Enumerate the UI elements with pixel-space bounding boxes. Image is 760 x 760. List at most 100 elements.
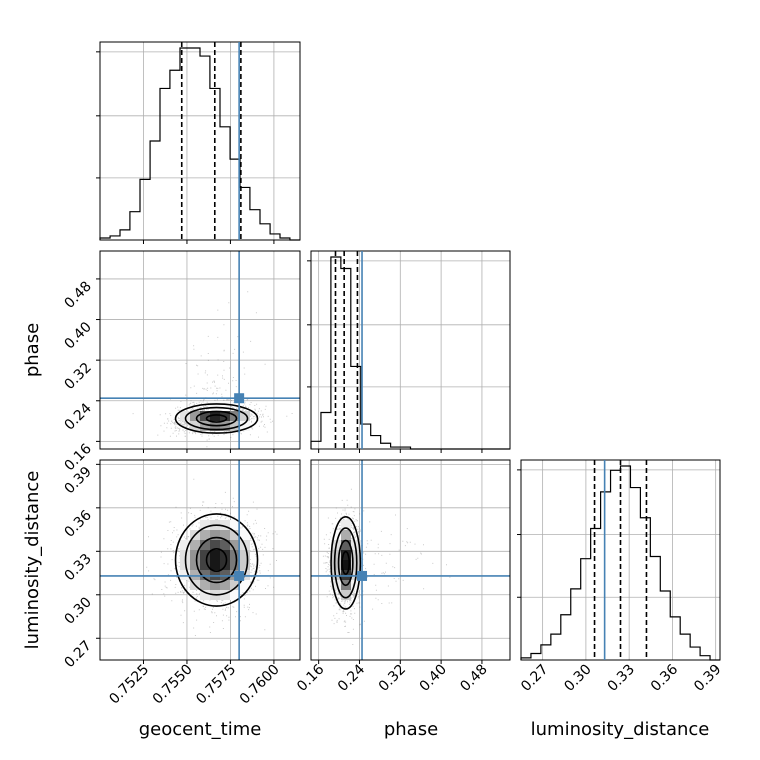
histogram-phase [310, 256, 510, 450]
density-cell [240, 580, 250, 590]
contour-1 [205, 414, 228, 423]
y-tick-label-phase-1: 0.24 [61, 400, 94, 433]
contour-4 [174, 513, 259, 607]
density-cell [220, 520, 230, 530]
density-cell [190, 540, 200, 550]
density-cell [210, 570, 220, 580]
density-cell [240, 550, 250, 560]
density-cell [200, 570, 210, 580]
density-cell [240, 560, 250, 570]
x-tick-label-luminosity_distance-4: 0.39 [691, 662, 724, 695]
density-cell [190, 570, 200, 580]
density-cell [230, 590, 240, 600]
x-tick-label-luminosity_distance-2: 0.33 [605, 662, 638, 695]
y-axis-label-phase: phase [22, 323, 43, 377]
x-tick-label-phase-3: 0.40 [417, 662, 450, 695]
density-cell [230, 550, 240, 560]
density-cell [220, 580, 230, 590]
contour-2 [195, 410, 238, 427]
density-cell [230, 421, 240, 431]
x-tick-label-phase-2: 0.32 [376, 662, 409, 695]
density-cell [200, 520, 210, 530]
x-tick-label-luminosity_distance-0: 0.27 [518, 662, 551, 695]
density-cell [220, 401, 230, 411]
density-cell [200, 550, 210, 560]
density-cell [341, 560, 351, 570]
x-axis-label-luminosity_distance: luminosity_distance [531, 719, 710, 740]
density-cell [200, 421, 210, 431]
x-tick-label-phase-0: 0.16 [294, 661, 327, 694]
density-cell [341, 590, 351, 600]
density-cell [180, 540, 190, 550]
density-cell [180, 550, 190, 560]
density-cell [210, 530, 220, 540]
y-tick-label-luminosity_distance-3: 0.36 [61, 507, 94, 540]
density-cell [220, 421, 230, 431]
contour-4 [330, 516, 362, 610]
density-cell [220, 570, 230, 580]
contour-2 [195, 536, 238, 584]
density-cell [331, 550, 341, 560]
x-tick-label-phase-1: 0.24 [335, 661, 368, 694]
density-cell [190, 550, 200, 560]
y-tick-label-phase-3: 0.40 [61, 319, 94, 352]
density-cell [210, 540, 220, 550]
panel-frame [310, 459, 511, 661]
x-tick-label-luminosity_distance-1: 0.30 [561, 662, 594, 695]
density-cell [341, 530, 351, 540]
contour-1 [205, 547, 228, 573]
y-tick-label-phase-4: 0.48 [61, 278, 94, 311]
contour-1 [341, 550, 351, 575]
density-cell [230, 530, 240, 540]
density-cell [180, 570, 190, 580]
x-tick-label-phase-4: 0.48 [457, 662, 490, 695]
y-tick-label-phase-2: 0.32 [61, 360, 94, 393]
density-cell [331, 530, 341, 540]
x-tick-label-luminosity_distance-3: 0.36 [648, 661, 681, 694]
contour-2 [337, 539, 354, 587]
contour-3 [333, 527, 358, 599]
panel-hist-luminosity_distance [517, 459, 721, 661]
density-cell [210, 580, 220, 590]
panel-hist-phase [307, 250, 511, 453]
y-tick-label-luminosity_distance-1: 0.30 [61, 594, 94, 627]
density-cell [200, 530, 210, 540]
density-cell [210, 560, 220, 570]
density-cell [190, 560, 200, 570]
density-cell [220, 540, 230, 550]
density-cell [210, 550, 220, 560]
contour-3 [184, 406, 249, 431]
y-tick-label-luminosity_distance-0: 0.27 [61, 638, 94, 671]
density-cell [331, 580, 341, 590]
density-cell [341, 570, 351, 580]
density-cell [200, 411, 210, 421]
density-cell [331, 560, 341, 570]
y-axis-label-luminosity_distance: luminosity_distance [22, 471, 43, 650]
density-cell [230, 540, 240, 550]
x-axis-label-geocent_time: geocent_time [139, 719, 262, 740]
x-tick-label-geocent_time-2: 0.7575 [193, 662, 239, 708]
density-cell [341, 550, 351, 560]
density-cell [351, 580, 361, 590]
density-cell [240, 530, 250, 540]
density-cell [341, 520, 351, 530]
panel-hist-geocent_time [96, 41, 301, 244]
density-cell [190, 411, 200, 421]
density-cell [200, 560, 210, 570]
x-axis-label-phase: phase [384, 719, 438, 740]
density-cell [230, 560, 240, 570]
density-cell [210, 411, 220, 421]
density-cell [210, 401, 220, 411]
panel-frame [99, 41, 301, 241]
histogram-geocent_time [99, 47, 300, 241]
panel-frame [99, 250, 301, 450]
density-cell [200, 540, 210, 550]
panel-frame [310, 250, 511, 450]
panel-frame [99, 459, 301, 661]
x-tick-label-geocent_time-3: 0.7600 [237, 662, 283, 708]
density-cell [230, 520, 240, 530]
contour-4 [174, 403, 259, 434]
density-cell [240, 421, 250, 431]
panel-2d-geocent_time-phase [96, 250, 301, 453]
density-cell [180, 411, 190, 421]
